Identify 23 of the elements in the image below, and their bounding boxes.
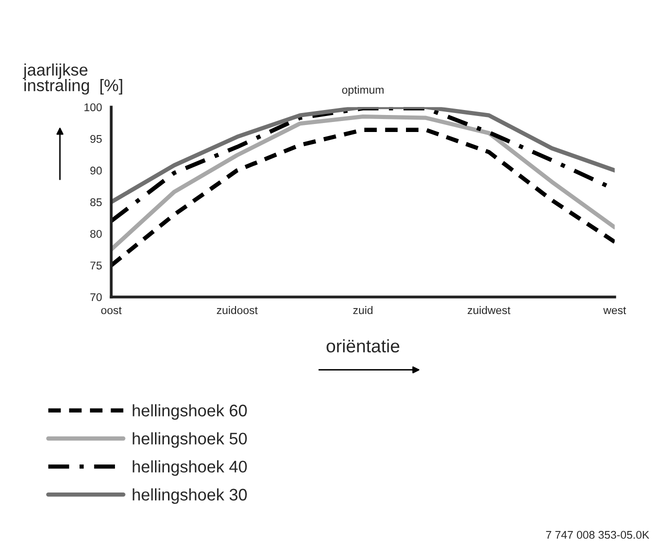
line-series: [111, 114, 615, 252]
text: 7 747 008 353-05.0K: [546, 530, 650, 539]
y-tick-label: 85: [90, 198, 102, 206]
x-tick-label: zuid: [353, 306, 372, 314]
x-tick-label: west: [603, 306, 626, 314]
annotation: optimum: [342, 86, 384, 96]
x-tick-label: zuidoost: [216, 306, 258, 314]
legend-label: hellingshoek 60: [132, 404, 247, 420]
y-tick-label: 95: [90, 135, 102, 143]
y-axis-title: jaarlijkse instraling [%]: [22, 63, 122, 95]
y-tick-label: 90: [90, 166, 102, 175]
line-series: [111, 128, 615, 268]
x-tick-label: zuidwest: [468, 306, 510, 314]
y-tick-label: 70: [90, 293, 102, 302]
x-axis-title: oriëntatie: [326, 339, 400, 352]
legend-label: hellingshoek 30: [132, 488, 247, 504]
legend-label: hellingshoek 40: [132, 460, 247, 476]
y-tick-label: 75: [90, 262, 102, 270]
y-tick-label: 80: [90, 230, 102, 238]
y-tick-label: 100: [84, 103, 102, 112]
x-tick-label: oost: [101, 306, 122, 314]
line-series: [111, 107, 615, 204]
legend-label: hellingshoek 50: [132, 432, 247, 448]
